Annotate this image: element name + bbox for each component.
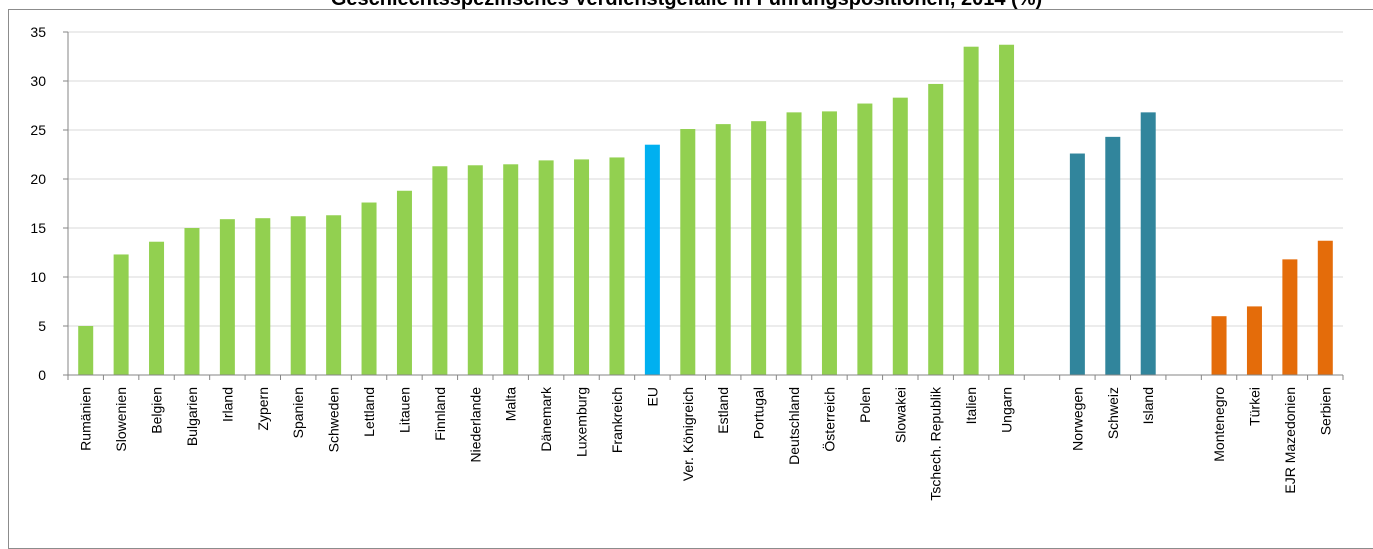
bar-niederlande	[467, 165, 483, 375]
x-tick-label: Montenegro	[1211, 387, 1227, 462]
x-tick-label: Bulgarien	[184, 387, 200, 446]
x-tick-label: Tschech. Republik	[928, 386, 944, 501]
bar-bulgarien	[184, 228, 200, 375]
bar-portugal	[751, 121, 767, 376]
x-tick-label: Luxemburg	[574, 387, 590, 457]
bar-zypern	[255, 218, 271, 375]
x-tick-label: Zypern	[255, 387, 271, 431]
x-tick-label: Island	[1140, 387, 1156, 424]
x-tick-label: Schweiz	[1105, 387, 1121, 439]
bar-belgien	[149, 241, 165, 375]
x-tick-label: Dänemark	[538, 386, 554, 452]
x-tick-label: Ver. Königreich	[680, 387, 696, 481]
bar-eu	[644, 144, 660, 375]
x-tick-label: EJR Mazedonien	[1282, 387, 1298, 494]
y-tick-label: 30	[30, 73, 46, 89]
bar-türkei	[1246, 306, 1262, 375]
x-tick-label: Slowakei	[892, 387, 908, 443]
bar-tschech-republik	[928, 83, 944, 375]
x-tick-label: Ungarn	[999, 387, 1015, 433]
x-tick-label: EU	[644, 387, 660, 406]
y-tick-label: 10	[30, 269, 46, 285]
y-tick-label: 20	[30, 171, 46, 187]
x-tick-label: Rumänien	[78, 387, 94, 451]
bar-island	[1140, 112, 1156, 376]
bar-finnland	[432, 166, 448, 375]
x-tick-label: Schweden	[326, 387, 342, 452]
bar-polen	[857, 103, 873, 375]
bar-frankreich	[609, 157, 625, 375]
x-tick-label: Lettland	[361, 387, 377, 437]
bar-serbien	[1317, 240, 1333, 375]
bar-ver-königreich	[680, 129, 696, 375]
y-axis: 0 5 10 15 20 25 30 35	[30, 24, 69, 383]
bar-chart: 0 5 10 15 20 25 30 35 Rumänien Slowenien Belgien B…	[30, 24, 1344, 501]
bar-malta	[503, 164, 519, 375]
bar-schweden	[326, 215, 342, 375]
x-tick-label: Portugal	[751, 387, 767, 439]
bar-rumänien	[78, 326, 94, 375]
bars	[78, 44, 1333, 376]
x-tick-label: Malta	[503, 387, 519, 421]
gridlines	[68, 31, 1343, 327]
y-tick-label: 5	[38, 318, 46, 334]
bar-österreich	[821, 111, 837, 375]
x-tick-label: Deutschland	[786, 387, 802, 465]
y-tick-label: 25	[30, 122, 46, 138]
x-tick-label: Italien	[963, 387, 979, 424]
bar-litauen	[396, 190, 412, 375]
bar-lettland	[361, 202, 377, 375]
x-tick-label: Irland	[219, 387, 235, 422]
bar-norwegen	[1069, 153, 1085, 375]
bar-ungarn	[999, 44, 1015, 376]
y-tick-label: 35	[30, 24, 46, 40]
bar-estland	[715, 124, 731, 376]
bar-spanien	[290, 216, 306, 375]
chart-title: Geschlechtsspezifisches Verdienstgefälle…	[0, 0, 1373, 11]
bar-deutschland	[786, 112, 802, 376]
x-tick-label: Estland	[715, 387, 731, 434]
bar-schweiz	[1105, 136, 1121, 375]
x-tick-label: Türkei	[1246, 387, 1262, 426]
x-axis: Rumänien Slowenien Belgien Bulgarien Irland Z…	[67, 374, 1344, 501]
x-tick-label: Litauen	[396, 387, 412, 433]
bar-dänemark	[538, 160, 554, 375]
bar-ejr-mazedonien	[1282, 259, 1298, 375]
bar-montenegro	[1211, 316, 1227, 375]
x-tick-label: Niederlande	[467, 387, 483, 463]
x-tick-label: Frankreich	[609, 387, 625, 453]
bar-italien	[963, 46, 979, 375]
x-tick-label: Spanien	[290, 387, 306, 438]
bar-luxemburg	[574, 159, 590, 375]
y-tick-label: 15	[30, 220, 46, 236]
bar-slowakei	[892, 97, 908, 375]
x-tick-label: Belgien	[149, 387, 165, 434]
x-tick-label: Norwegen	[1069, 387, 1085, 451]
x-tick-label: Österreich	[820, 387, 837, 452]
x-tick-label: Polen	[857, 387, 873, 423]
x-tick-label: Slowenien	[113, 387, 129, 452]
y-tick-label: 0	[38, 367, 46, 383]
x-tick-label: Finnland	[432, 387, 448, 441]
bar-slowenien	[113, 254, 129, 375]
x-tick-label: Serbien	[1317, 387, 1333, 435]
bar-irland	[219, 219, 235, 375]
